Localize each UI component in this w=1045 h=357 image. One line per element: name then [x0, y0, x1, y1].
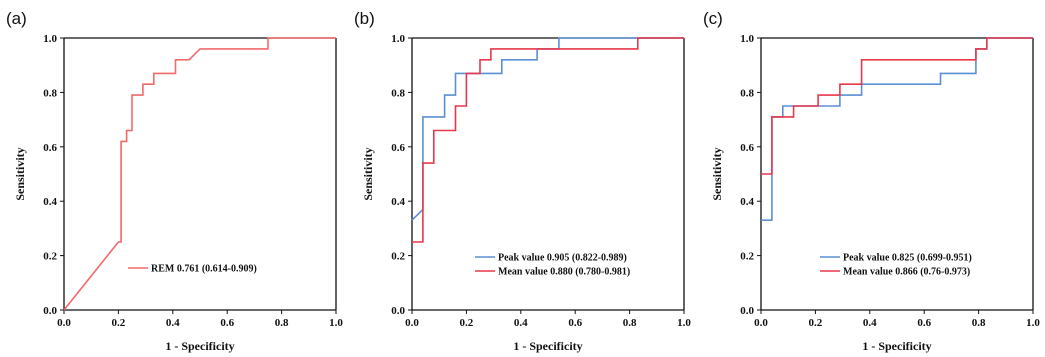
y-tick-label: 0.4: [391, 196, 405, 208]
legend-entry-1: Peak value 0.905 (0.822-0.989): [498, 253, 627, 264]
y-tick-label: 0.0: [43, 305, 57, 317]
x-tick-label: 0.4: [514, 317, 528, 329]
legend-entry-2: Mean value 0.880 (0.780-0.981): [498, 267, 630, 278]
y-tick-label: 0.8: [740, 87, 754, 99]
x-axis-label: 1 - Specificity: [862, 339, 931, 353]
y-axis-label: Sensitivity: [361, 147, 375, 200]
legend-entry-2: Mean value 0.866 (0.76-0.973): [843, 267, 970, 278]
roc-curve-1: [412, 38, 684, 220]
x-tick-label: 0.6: [917, 317, 931, 329]
y-tick-label: 0.0: [391, 305, 405, 317]
y-tick-label: 1.0: [43, 33, 57, 45]
roc-panel-b: (b) 0.0 0.0 0.2 0.2 0.4 0.4 0.6 0.6 0.8 0.8 1.0 1.0 1…: [348, 0, 696, 357]
y-tick-label: 0.6: [740, 142, 754, 154]
roc-chart-c: (c) 0.00.0 0.2 0.2 0.4 0.4 0.6 0.6 0.8 0.8 1.0 1.0 1…: [697, 0, 1045, 357]
roc-panel-a: (a) 0.0 0.0 0.2 0.2 0.4 0.4 0.6 0.6 0.8 0.8 1.0 1.0 1…: [0, 0, 348, 357]
y-tick-label: 1.0: [740, 33, 754, 45]
y-tick-label: 0.2: [43, 251, 57, 263]
x-tick-label: 0.6: [568, 317, 582, 329]
panel-label: (b): [354, 9, 375, 28]
x-tick-label: 0.2: [460, 317, 474, 329]
y-tick-label: 0.2: [740, 251, 754, 263]
x-tick-label: 0.0: [405, 317, 419, 329]
roc-curve-1: [761, 38, 1033, 220]
roc-chart-b: (b) 0.00.0 0.2 0.2 0.4 0.4 0.6 0.6 0.8 0.8 1.0 1.0 1…: [348, 0, 696, 357]
y-tick-label: 0.6: [43, 142, 57, 154]
legend-entry-1: Peak value 0.825 (0.699-0.951): [843, 253, 972, 264]
x-tick-label: 0.8: [623, 317, 637, 329]
roc-panel-c: (c) 0.0 0.0 0.2 0.2 0.4 0.4 0.6 0.6 0.8 0.8 1.0 1.0 1…: [697, 0, 1045, 357]
y-tick-label: 1.0: [391, 33, 405, 45]
panel-label: (a): [6, 9, 27, 28]
x-tick-label: 0.4: [166, 317, 180, 329]
x-tick-label: 0.2: [809, 317, 823, 329]
x-axis-label: 1 - Specificity: [165, 339, 234, 353]
y-tick-label: 0.8: [43, 87, 57, 99]
panel-label: (c): [703, 9, 723, 28]
y-tick-label: 0.4: [43, 196, 57, 208]
roc-curve-2: [761, 38, 1033, 174]
y-axis-label: Sensitivity: [13, 147, 27, 200]
x-tick-label: 0.4: [863, 317, 877, 329]
x-tick-label: 1.0: [677, 317, 691, 329]
x-tick-label: 0.8: [275, 317, 289, 329]
y-tick-label: 0.0: [740, 305, 754, 317]
x-tick-label: 0.6: [220, 317, 234, 329]
x-tick-label: 0.2: [112, 317, 126, 329]
x-tick-label: 0.0: [754, 317, 768, 329]
roc-chart-a: (a) 0.00.0 0.2 0.2 0.4 0.4 0.6 0.6 0.8 0.8 1.0 1.0 1…: [0, 0, 348, 357]
y-tick-label: 0.2: [391, 251, 405, 263]
x-tick-label: 0.8: [972, 317, 986, 329]
roc-curve-2: [412, 38, 684, 242]
x-tick-label: 1.0: [329, 317, 343, 329]
y-tick-label: 0.4: [740, 196, 754, 208]
legend-entry-1: REM 0.761 (0.614-0.909): [151, 264, 257, 275]
y-axis-label: Sensitivity: [710, 147, 724, 200]
x-axis-label: 1 - Specificity: [513, 339, 582, 353]
y-tick-label: 0.8: [391, 87, 405, 99]
x-tick-label: 1.0: [1026, 317, 1040, 329]
y-tick-label: 0.6: [391, 142, 405, 154]
x-tick-label: 0.0: [57, 317, 71, 329]
